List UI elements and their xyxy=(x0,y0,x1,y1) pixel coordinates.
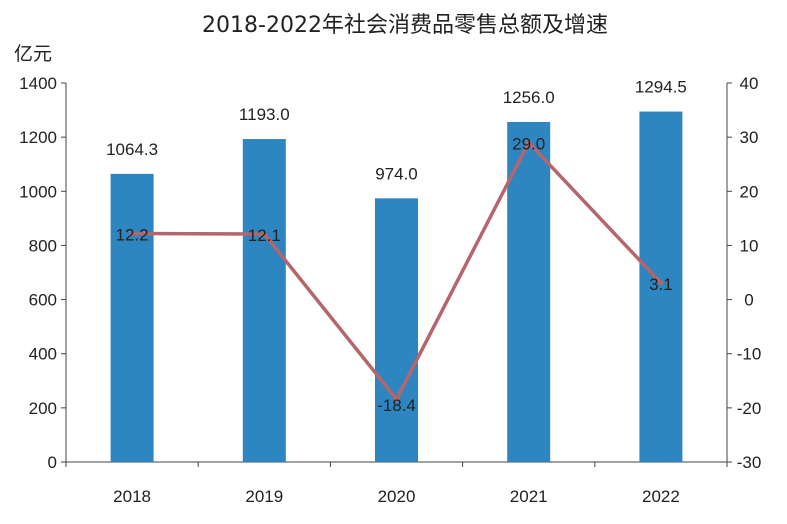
right-tick-label: 20 xyxy=(740,182,759,201)
bar xyxy=(242,139,286,463)
bar-series xyxy=(110,111,683,463)
bar-data-label: 1294.5 xyxy=(635,78,687,97)
growth-data-label: 12.1 xyxy=(248,226,281,245)
x-tick-label: 2018 xyxy=(113,487,151,506)
x-tick-label: 2021 xyxy=(510,487,548,506)
bar-data-label: 1064.3 xyxy=(106,140,158,159)
growth-point xyxy=(394,396,399,402)
right-tick-label: -10 xyxy=(737,345,762,364)
left-tick-label: 1200 xyxy=(19,128,57,147)
left-tick-label: 0 xyxy=(48,453,57,472)
x-tick-label: 2020 xyxy=(378,487,416,506)
growth-data-label: 3.1 xyxy=(649,275,673,294)
bar-data-label: 1193.0 xyxy=(239,105,290,124)
left-tick-label: 200 xyxy=(29,399,57,418)
growth-data-label: 12.2 xyxy=(116,226,149,245)
left-tick-label: 1400 xyxy=(19,74,57,93)
right-tick-label: 10 xyxy=(740,236,759,255)
left-tick-label: 400 xyxy=(29,345,57,364)
right-tick-label: 0 xyxy=(744,291,753,310)
right-tick-label: -20 xyxy=(737,399,762,418)
right-tick-label: 30 xyxy=(740,128,759,147)
x-tick-label: 2022 xyxy=(642,487,680,506)
right-tick-label: 40 xyxy=(740,74,759,93)
growth-line-series xyxy=(129,140,664,402)
bar xyxy=(507,121,551,463)
bar-data-label: 974.0 xyxy=(375,164,418,183)
left-tick-label: 800 xyxy=(29,236,57,255)
growth-data-label: -18.4 xyxy=(377,396,416,415)
growth-point xyxy=(129,231,135,237)
bar xyxy=(375,198,418,462)
x-tick-label: 2019 xyxy=(245,487,283,506)
right-axis-ticks: -30 -20 -10 0 10 20 30 40 xyxy=(727,74,761,472)
left-tick-label: 1000 xyxy=(19,182,57,201)
bar-data-label: 1256.0 xyxy=(503,88,555,107)
left-tick-label: 600 xyxy=(29,291,57,310)
bar xyxy=(110,173,154,462)
bar xyxy=(639,111,683,462)
y-axis-label: 亿元 xyxy=(14,43,52,65)
bar-data-labels: 1064.3 1193.0 974.0 1256.0 1294.5 xyxy=(106,78,687,184)
chart-title: 2018-2022年社会消费品零售总额及增速 xyxy=(202,13,608,38)
growth-data-label: 29.0 xyxy=(512,135,545,154)
growth-point xyxy=(261,231,267,237)
right-tick-label: -30 xyxy=(737,453,762,472)
x-axis-ticks: 2018 2019 2020 2021 2022 xyxy=(65,462,728,506)
left-axis-ticks: 0 200 400 600 800 1000 1200 1400 xyxy=(19,74,66,472)
growth-point xyxy=(658,280,664,286)
line-data-labels: 12.2 12.1 -18.4 29.0 3.1 xyxy=(116,135,673,416)
growth-point xyxy=(526,140,532,146)
